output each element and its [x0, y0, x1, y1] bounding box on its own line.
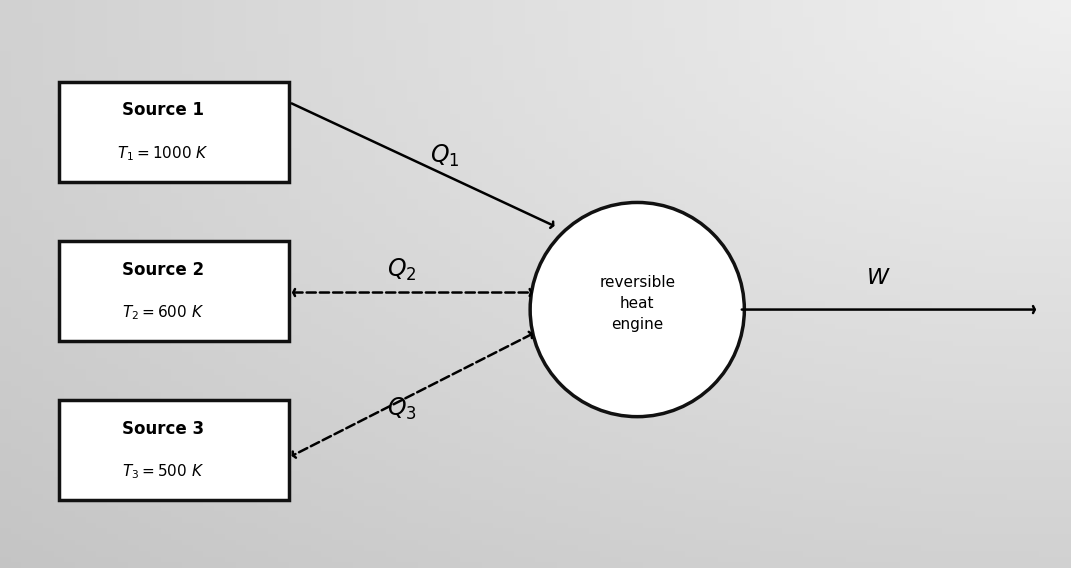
Text: Source 3: Source 3 — [122, 420, 205, 437]
Bar — [59, 82, 289, 182]
Bar — [59, 241, 289, 341]
Text: Source 1: Source 1 — [122, 102, 205, 119]
Text: $\mathit{Q}_1$: $\mathit{Q}_1$ — [429, 143, 459, 169]
Bar — [59, 400, 289, 500]
Text: Source 2: Source 2 — [122, 261, 205, 278]
Text: $\mathit{Q}_3$: $\mathit{Q}_3$ — [387, 396, 417, 422]
Text: $T_2 = 600$ K: $T_2 = 600$ K — [122, 303, 205, 322]
Text: $T_1 = 1000$ K: $T_1 = 1000$ K — [118, 144, 209, 163]
Text: $W$: $W$ — [865, 268, 891, 289]
Text: reversible
heat
engine: reversible heat engine — [599, 275, 676, 332]
Text: $T_3 = 500$ K: $T_3 = 500$ K — [122, 462, 205, 481]
Text: $\mathit{Q}_2$: $\mathit{Q}_2$ — [387, 257, 417, 283]
Ellipse shape — [530, 202, 744, 417]
